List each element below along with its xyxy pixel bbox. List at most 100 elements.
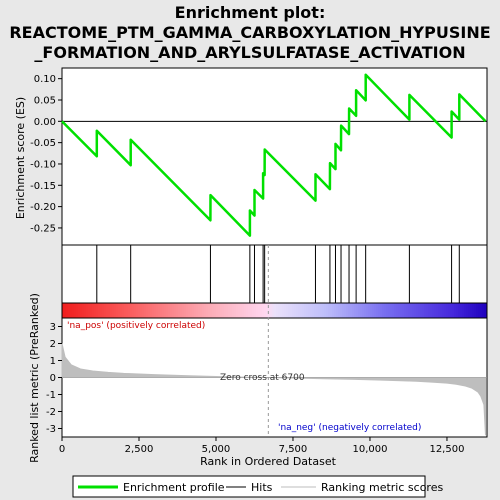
heatmap-segment	[372, 303, 375, 318]
positive-correlation-label: 'na_pos' (positively correlated)	[67, 321, 205, 331]
heatmap-segment	[302, 303, 305, 318]
heatmap-segment	[118, 303, 121, 318]
heatmap-segment	[220, 303, 223, 318]
heatmap-segment	[314, 303, 317, 318]
heatmap-segment	[380, 303, 383, 318]
heatmap-segment	[468, 303, 471, 318]
heatmap-segment	[222, 303, 225, 318]
es-y-axis-label: Enrichment score (ES)	[14, 97, 27, 219]
heatmap-segment	[148, 303, 151, 318]
heatmap-segment	[78, 303, 81, 318]
heatmap-segment	[410, 303, 413, 318]
heatmap-segment	[428, 303, 431, 318]
heatmap-segment	[316, 303, 319, 318]
legend-box	[72, 475, 426, 498]
heatmap-segment	[430, 303, 433, 318]
heatmap-segment	[136, 303, 139, 318]
heatmap-segment	[158, 303, 161, 318]
heatmap-segment	[154, 303, 157, 318]
heatmap-segment	[182, 303, 185, 318]
heatmap-segment	[362, 303, 365, 318]
heatmap-segment	[196, 303, 199, 318]
heatmap-segment	[450, 303, 453, 318]
heatmap-segment	[186, 303, 189, 318]
heatmap-segment	[204, 303, 207, 318]
heatmap-segment	[294, 303, 297, 318]
heatmap-segment	[396, 303, 399, 318]
heatmap-segment	[168, 303, 171, 318]
heatmap-segment	[234, 303, 237, 318]
heatmap-segment	[164, 303, 167, 318]
heatmap-segment	[166, 303, 169, 318]
heatmap-segment	[210, 303, 213, 318]
rank-heatmap-bar	[61, 302, 488, 319]
es-y-tick-label: -0.25	[30, 223, 56, 234]
heatmap-segment	[440, 303, 443, 318]
heatmap-segment	[172, 303, 175, 318]
heatmap-segment	[446, 303, 449, 318]
heatmap-segment	[434, 303, 437, 318]
heatmap-segment	[188, 303, 191, 318]
heatmap-segment	[130, 303, 133, 318]
heatmap-segment	[110, 303, 113, 318]
heatmap-segment	[144, 303, 147, 318]
heatmap-segment	[98, 303, 101, 318]
heatmap-segment	[126, 303, 129, 318]
heatmap-segment	[246, 303, 249, 318]
heatmap-segment	[320, 303, 323, 318]
heatmap-segment	[142, 303, 145, 318]
heatmap-segment	[88, 303, 91, 318]
heatmap-segment	[482, 303, 485, 318]
heatmap-segment	[114, 303, 117, 318]
heatmap-segment	[184, 303, 187, 318]
heatmap-segment	[138, 303, 141, 318]
heatmap-segment	[124, 303, 127, 318]
heatmap-segment	[162, 303, 165, 318]
heatmap-segment	[352, 303, 355, 318]
heatmap-segment	[414, 303, 417, 318]
heatmap-segment	[120, 303, 123, 318]
heatmap-segment	[342, 303, 345, 318]
heatmap-segment	[416, 303, 419, 318]
heatmap-segment	[218, 303, 221, 318]
heatmap-segment	[462, 303, 465, 318]
heatmap-segment	[102, 303, 105, 318]
heatmap-segment	[288, 303, 291, 318]
heatmap-segment	[256, 303, 259, 318]
heatmap-segment	[128, 303, 131, 318]
heatmap-segment	[112, 303, 115, 318]
heatmap-segment	[350, 303, 353, 318]
heatmap-segment	[328, 303, 331, 318]
heatmap-segment	[344, 303, 347, 318]
legend-label: Hits	[251, 481, 273, 494]
heatmap-segment	[438, 303, 441, 318]
heatmap-segment	[250, 303, 253, 318]
heatmap-segment	[466, 303, 469, 318]
heatmap-segment	[402, 303, 405, 318]
heatmap-segment	[476, 303, 479, 318]
heatmap-segment	[334, 303, 337, 318]
es-y-tick-label: 0.05	[34, 95, 56, 106]
heatmap-segment	[336, 303, 339, 318]
heatmap-segment	[74, 303, 77, 318]
heatmap-segment	[412, 303, 415, 318]
heatmap-segment	[394, 303, 397, 318]
heatmap-segment	[244, 303, 247, 318]
chart-title-line-2: REACTOME_PTM_GAMMA_CARBOXYLATION_HYPUSIN…	[9, 23, 490, 42]
heatmap-segment	[232, 303, 235, 318]
heatmap-segment	[384, 303, 387, 318]
heatmap-segment	[80, 303, 83, 318]
heatmap-segment	[278, 303, 281, 318]
heatmap-segment	[406, 303, 409, 318]
heatmap-segment	[82, 303, 85, 318]
heatmap-segment	[208, 303, 211, 318]
heatmap-segment	[478, 303, 481, 318]
heatmap-segment	[230, 303, 233, 318]
heatmap-segment	[84, 303, 87, 318]
heatmap-segment	[470, 303, 473, 318]
heatmap-segment	[388, 303, 391, 318]
heatmap-segment	[160, 303, 163, 318]
heatmap-segment	[386, 303, 389, 318]
heatmap-segment	[228, 303, 231, 318]
